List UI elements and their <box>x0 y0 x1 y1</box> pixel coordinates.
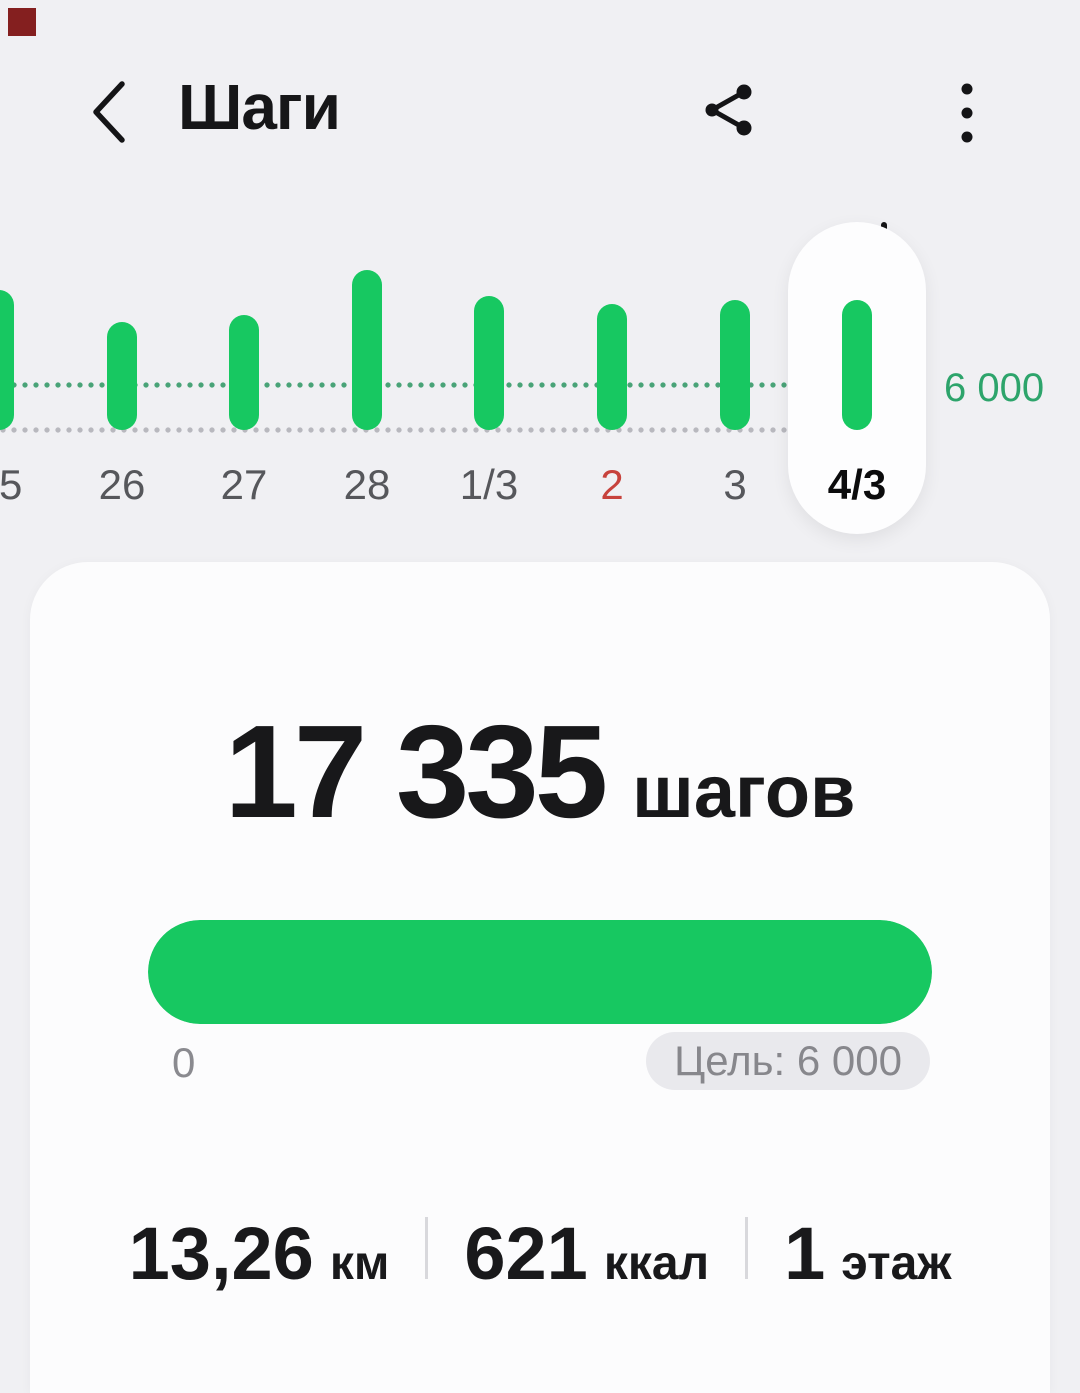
chart-bar-27[interactable] <box>229 315 259 430</box>
goal-chip[interactable]: Цель: 6 000 <box>646 1032 930 1090</box>
calories-value: 621 <box>464 1212 588 1295</box>
stats-row: 13,26 км 621 ккал 1 этаж <box>30 1217 1050 1291</box>
chart-bar-3[interactable] <box>720 300 750 430</box>
stat-divider <box>745 1217 749 1279</box>
red-corner-artifact <box>8 8 36 36</box>
progress-min-label: 0 <box>172 1039 196 1086</box>
stat-floors: 1 этаж <box>784 1217 951 1291</box>
chart-bar-4-3[interactable] <box>842 300 872 430</box>
more-options-button[interactable] <box>956 82 978 144</box>
distance-value: 13,26 <box>128 1212 314 1295</box>
chart-bar-label: 25 <box>0 461 23 508</box>
steps-total: 17 335 шагов <box>30 706 1050 838</box>
floors-unit: этаж <box>841 1237 952 1290</box>
steps-bar-chart: 25 26 27 28 1/3 2 3 4/3 6 000 <box>0 220 1080 550</box>
chart-bar-label: 28 <box>343 461 391 508</box>
chart-bar-26[interactable] <box>107 322 137 430</box>
share-icon <box>704 82 754 138</box>
baseline-dotted-line <box>0 427 788 433</box>
kebab-menu-icon <box>956 82 978 144</box>
goal-progress-bar <box>148 920 932 1024</box>
share-button[interactable] <box>704 82 754 138</box>
goal-axis-label: 6 000 <box>944 366 1045 410</box>
chart-bar-label: 27 <box>220 461 268 508</box>
chart-bar-28[interactable] <box>352 270 382 430</box>
header: Шаги <box>0 0 1080 278</box>
back-button[interactable] <box>84 78 138 146</box>
stat-calories: 621 ккал <box>464 1217 709 1291</box>
goal-progress-fill <box>148 920 932 1024</box>
chart-bar-label: 26 <box>98 461 146 508</box>
floors-value: 1 <box>784 1212 826 1295</box>
calories-unit: ккал <box>603 1237 710 1290</box>
summary-card: 17 335 шагов 0 Цель: 6 000 13,26 км 621 … <box>30 562 1050 1393</box>
chart-bar-label: 3 <box>723 461 747 508</box>
steps-value: 17 335 <box>224 698 608 845</box>
goal-dotted-line <box>0 382 788 388</box>
chevron-left-icon <box>84 78 138 146</box>
chart-bar-25[interactable] <box>0 290 14 430</box>
chart-bar-1-3[interactable] <box>474 296 504 430</box>
chart-bar-2[interactable] <box>597 304 627 430</box>
chart-bar-label: 4/3 <box>827 461 887 508</box>
steps-unit-label: шагов <box>632 750 856 833</box>
page-title: Шаги <box>178 71 341 143</box>
distance-unit: км <box>329 1237 390 1290</box>
chart-bar-label: 1/3 <box>459 461 519 508</box>
chart-bar-label: 2 <box>600 461 624 508</box>
stat-divider <box>425 1217 429 1279</box>
stat-distance: 13,26 км <box>129 1217 390 1291</box>
